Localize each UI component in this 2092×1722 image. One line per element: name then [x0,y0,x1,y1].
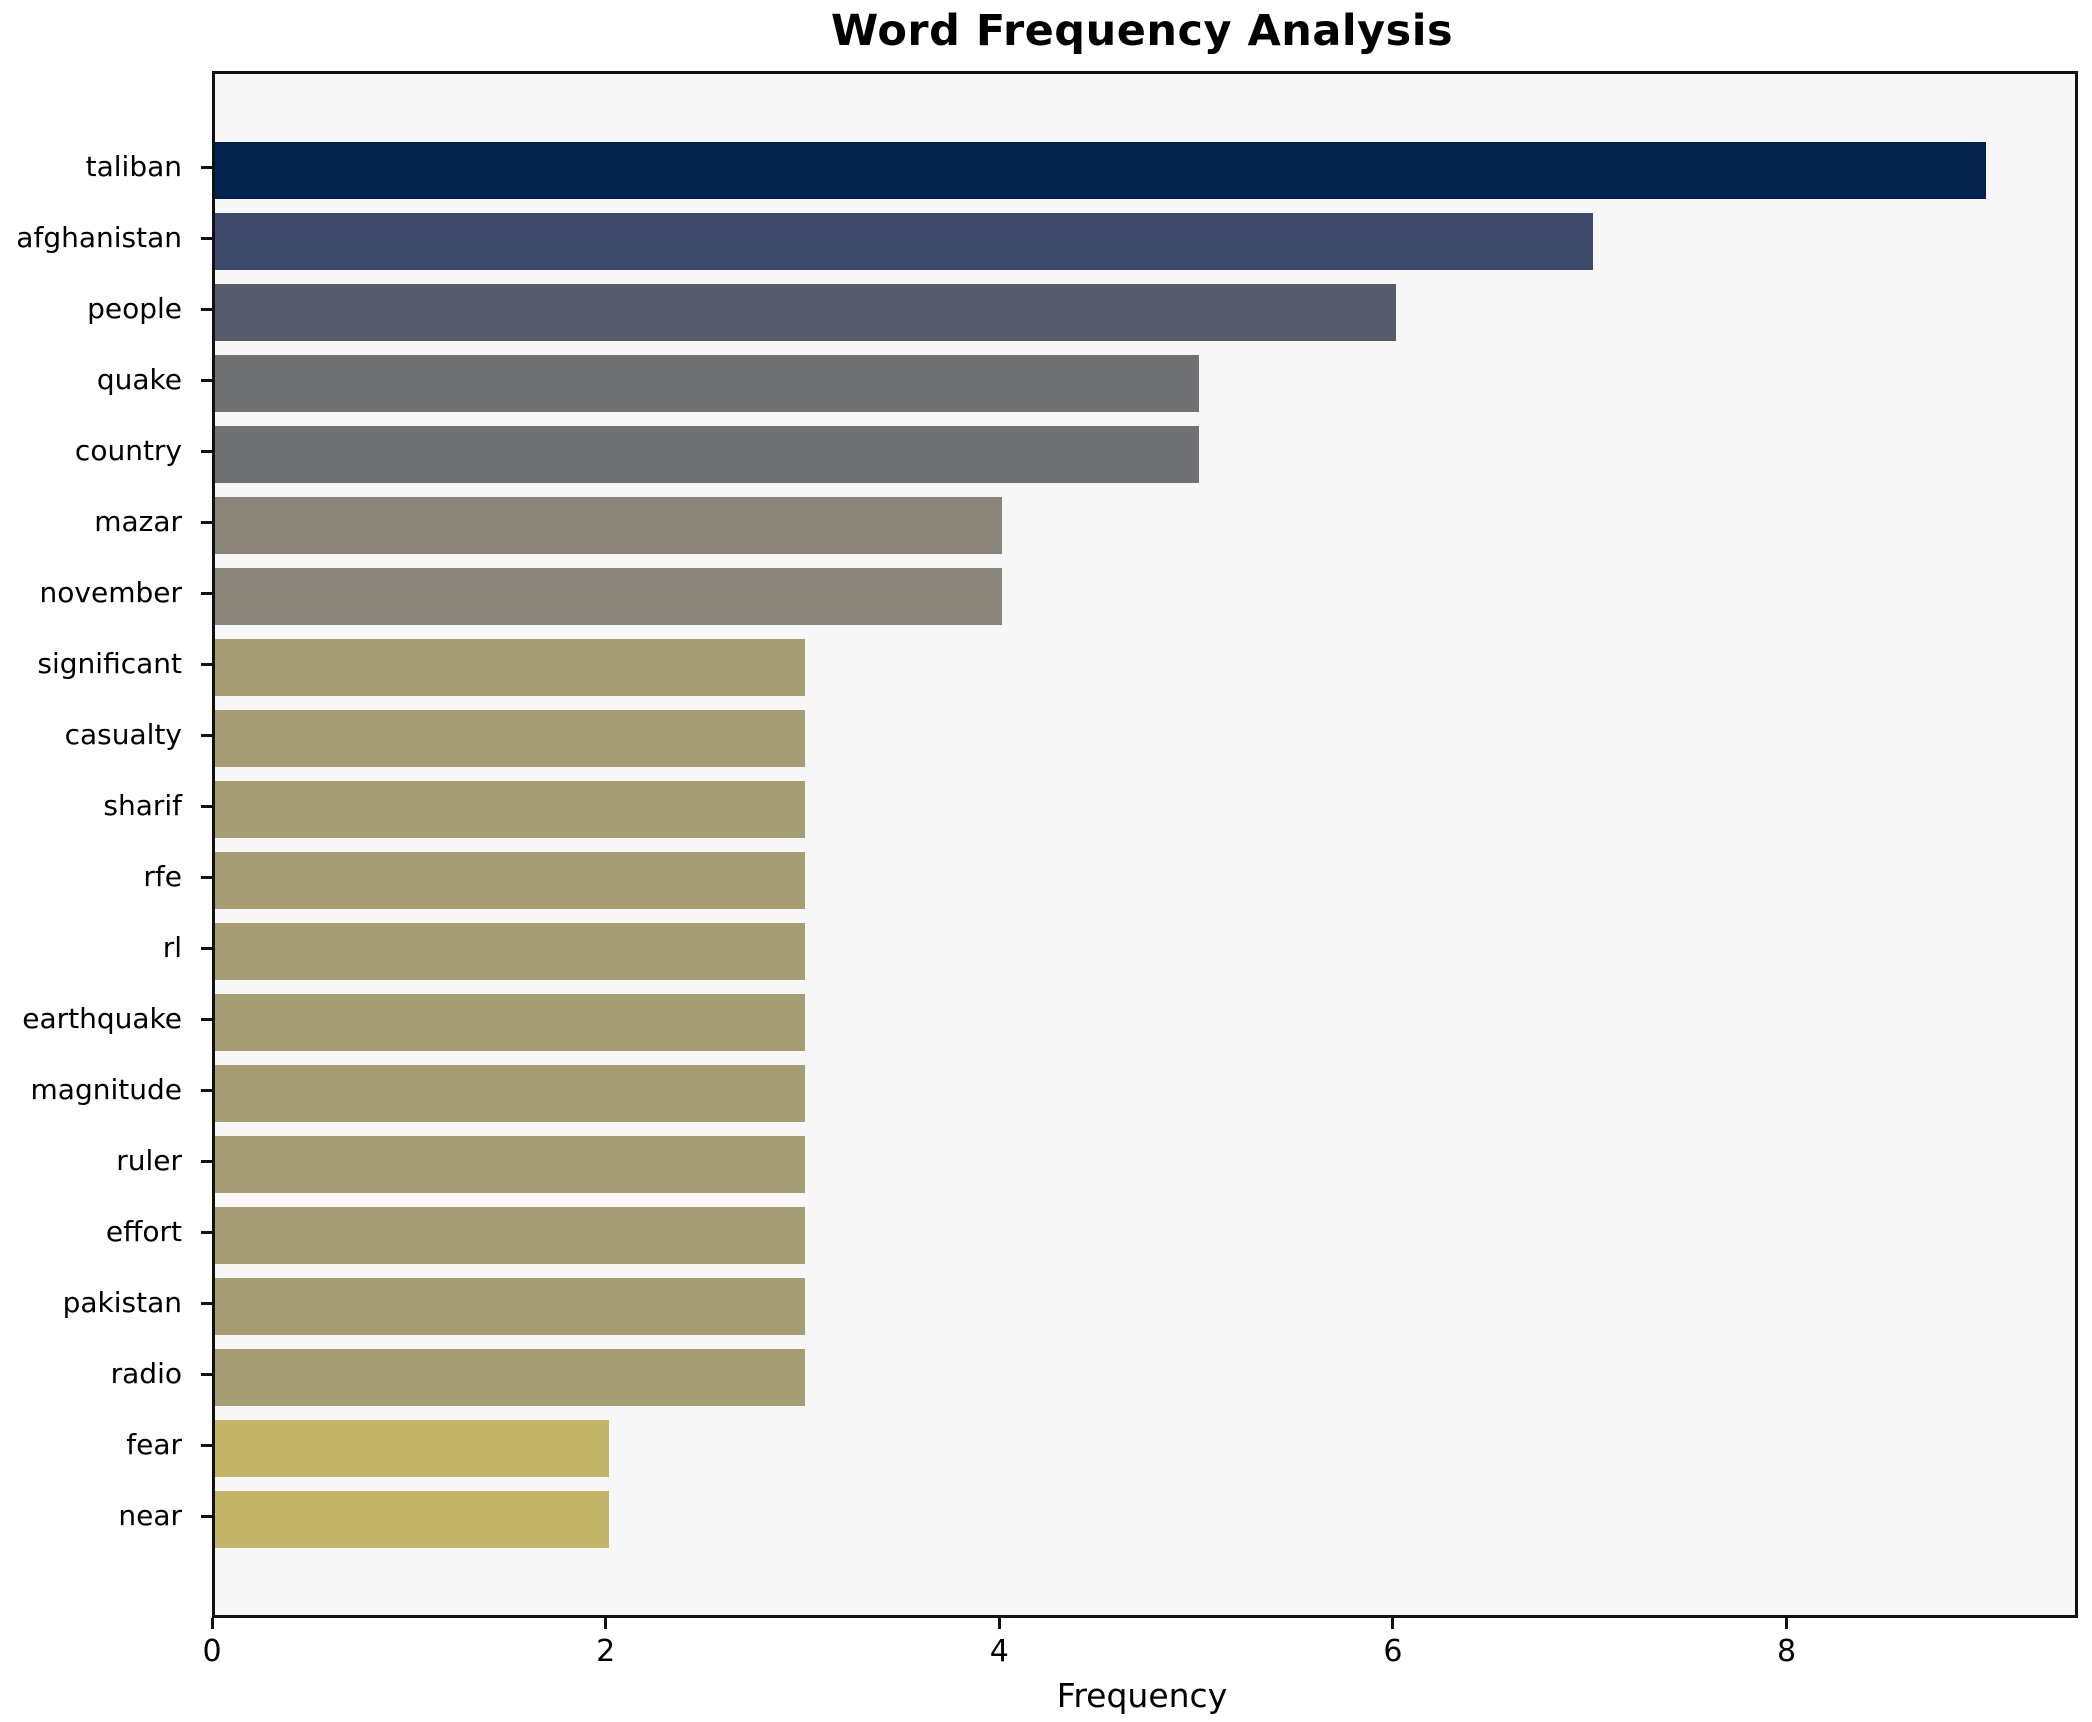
y-tick-mark [201,1301,212,1305]
bar-people [215,283,1396,341]
y-tick-label: radio [110,1357,182,1390]
y-tick-mark [201,804,212,808]
bar-significant [215,638,806,696]
x-tick-label: 8 [1777,1634,1797,1669]
y-tick-label: mazar [94,505,182,538]
y-tick-mark [201,591,212,595]
bar-effort [215,1206,806,1264]
y-tick-mark [201,165,212,169]
bar-mazar [215,496,1003,554]
bar-near [215,1490,609,1548]
y-tick-mark [201,662,212,666]
x-tick-mark [1785,1618,1789,1629]
bar-magnitude [215,1064,806,1122]
chart-title: Word Frequency Analysis [830,6,1454,56]
y-tick-label: near [118,1499,182,1532]
bar-ruler [215,1135,806,1193]
bar-rl [215,922,806,980]
x-tick-mark [1391,1618,1395,1629]
y-tick-mark [201,1017,212,1021]
y-tick-label: afghanistan [16,221,182,254]
y-tick-label: sharif [103,789,182,822]
y-tick-label: fear [126,1428,182,1461]
x-tick-mark [210,1618,214,1629]
y-tick-mark [201,378,212,382]
y-tick-mark [201,1230,212,1234]
bar-november [215,567,1003,625]
x-axis-label: Frequency [1056,1676,1228,1715]
x-tick-mark [997,1618,1001,1629]
y-tick-mark [201,449,212,453]
bar-country [215,425,1200,483]
y-tick-label: magnitude [30,1073,182,1106]
y-tick-mark [201,520,212,524]
bar-radio [215,1348,806,1406]
bar-afghanistan [215,212,1593,270]
y-tick-mark [201,1159,212,1163]
plot-area [212,71,2078,1618]
y-tick-mark [201,236,212,240]
y-tick-label: country [74,434,182,467]
y-tick-label: pakistan [62,1286,182,1319]
bar-pakistan [215,1277,806,1335]
y-tick-mark [201,1443,212,1447]
y-tick-mark [201,946,212,950]
y-tick-mark [201,875,212,879]
y-tick-label: rfe [143,860,182,893]
y-tick-label: quake [96,363,182,396]
bar-casualty [215,709,806,767]
y-tick-label: taliban [85,150,182,183]
y-tick-label: people [87,292,182,325]
x-tick-label: 6 [1383,1634,1403,1669]
bar-rfe [215,851,806,909]
y-tick-label: november [39,576,182,609]
y-tick-label: rl [162,931,182,964]
y-tick-mark [201,1372,212,1376]
x-tick-mark [604,1618,608,1629]
y-tick-label: casualty [64,718,182,751]
y-tick-label: earthquake [22,1002,182,1035]
y-tick-mark [201,307,212,311]
bar-fear [215,1419,609,1477]
bar-earthquake [215,993,806,1051]
y-tick-label: significant [37,647,182,680]
y-tick-mark [201,1514,212,1518]
y-tick-label: ruler [116,1144,182,1177]
y-tick-mark [201,733,212,737]
x-tick-label: 2 [596,1634,616,1669]
bar-sharif [215,780,806,838]
x-tick-label: 0 [202,1634,222,1669]
bar-quake [215,354,1200,412]
bar-taliban [215,141,1987,199]
x-tick-label: 4 [989,1634,1009,1669]
y-tick-mark [201,1088,212,1092]
y-tick-label: effort [105,1215,182,1248]
